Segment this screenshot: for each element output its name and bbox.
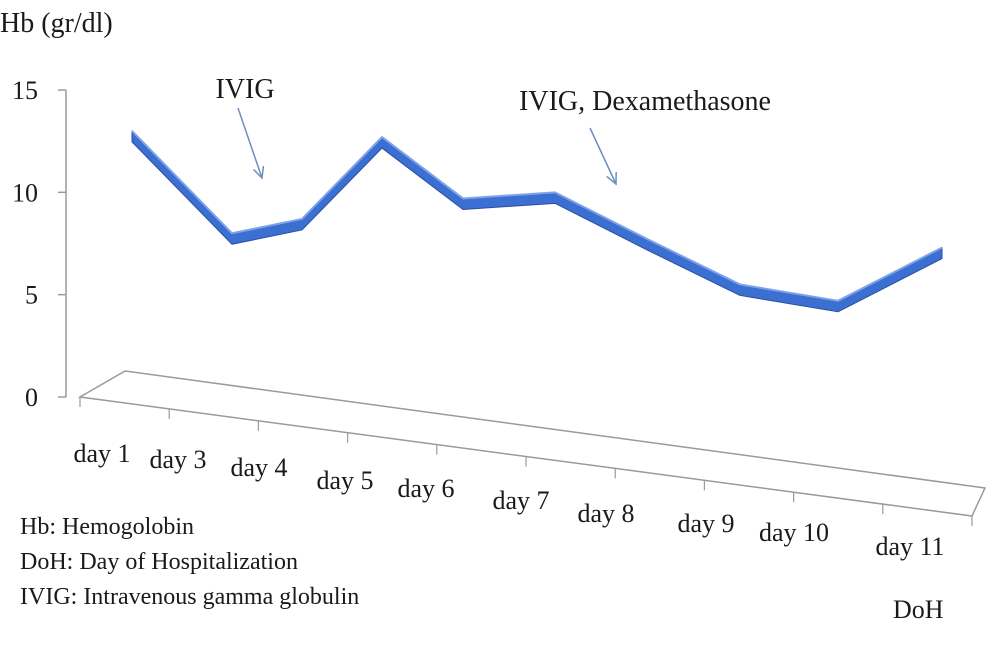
- x-tick-label: day 7: [492, 486, 549, 515]
- y-tick-label: 10: [12, 178, 38, 207]
- hb-series-ribbon: [131, 130, 943, 313]
- arrow-head: [606, 171, 617, 186]
- y-tick-label: 15: [12, 76, 38, 105]
- floor-plane: [77, 370, 987, 517]
- x-axis-label: DoH: [893, 595, 944, 624]
- x-tick-label: day 5: [316, 466, 373, 495]
- x-tick-label: day 9: [677, 509, 734, 538]
- x-tick-label: day 4: [230, 453, 287, 482]
- footnote-doh: DoH: Day of Hospitalization: [20, 549, 298, 575]
- hb-series-highlight: [131, 130, 943, 302]
- annotation-arrow: [237, 107, 263, 179]
- y-tick-label: 0: [25, 383, 38, 412]
- annotation-label: IVIG: [215, 74, 274, 105]
- annotation-label: IVIG, Dexamethasone: [519, 86, 771, 117]
- y-axis-label: Hb (gr/dl): [0, 8, 113, 39]
- x-tick-label: day 10: [759, 518, 829, 547]
- x-tick-label: day 1: [73, 439, 130, 468]
- y-tick-label: 5: [25, 281, 38, 310]
- footnotes: Hb: Hemogolobin DoH: Day of Hospitalizat…: [20, 510, 359, 615]
- x-tick-label: day 6: [397, 474, 454, 503]
- footnote-ivig: IVIG: Intravenous gamma globulin: [20, 584, 360, 610]
- footnote-hb: Hb: Hemogolobin: [20, 514, 194, 540]
- arrow-head: [253, 165, 265, 180]
- annotation-arrow: [589, 127, 617, 185]
- x-tick-label: day 11: [875, 532, 944, 561]
- x-tick-label: day 8: [577, 499, 634, 528]
- x-tick-label: day 3: [149, 445, 206, 474]
